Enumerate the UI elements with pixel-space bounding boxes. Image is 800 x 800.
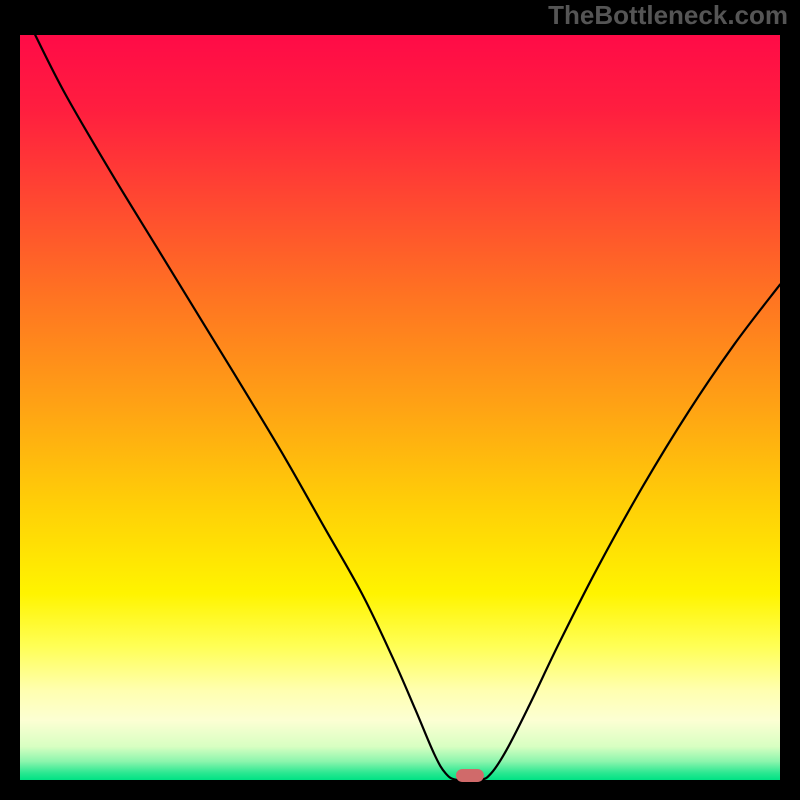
optimal-marker [456,769,484,782]
chart-frame: TheBottleneck.com [0,0,800,800]
gradient-background [20,35,780,780]
bottleneck-chart [0,0,800,800]
watermark-text: TheBottleneck.com [548,0,788,31]
